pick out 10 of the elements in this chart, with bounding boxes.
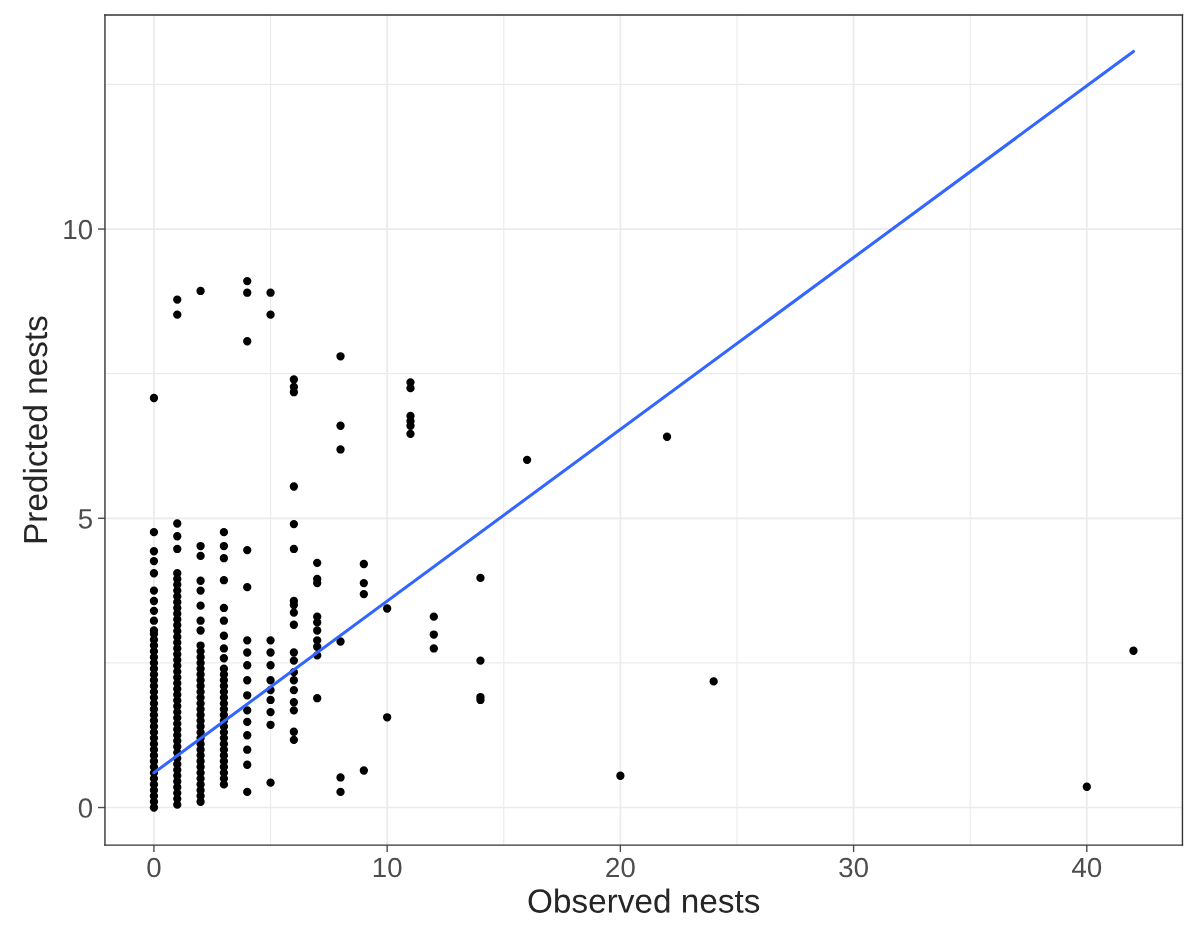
x-axis-title: Observed nests [528,888,760,913]
y-tick-label: 0 [78,798,93,818]
x-tick-label: 10 [373,857,402,878]
x-tick-label: 0 [147,857,161,878]
y-tick-label: 5 [78,509,92,529]
x-tick-label: 40 [1072,857,1102,878]
y-axis-title: Predicted nests [22,316,48,543]
y-tick-label: 10 [64,219,93,240]
x-tick-label: 20 [606,857,635,878]
x-tick-label: 30 [839,857,868,878]
